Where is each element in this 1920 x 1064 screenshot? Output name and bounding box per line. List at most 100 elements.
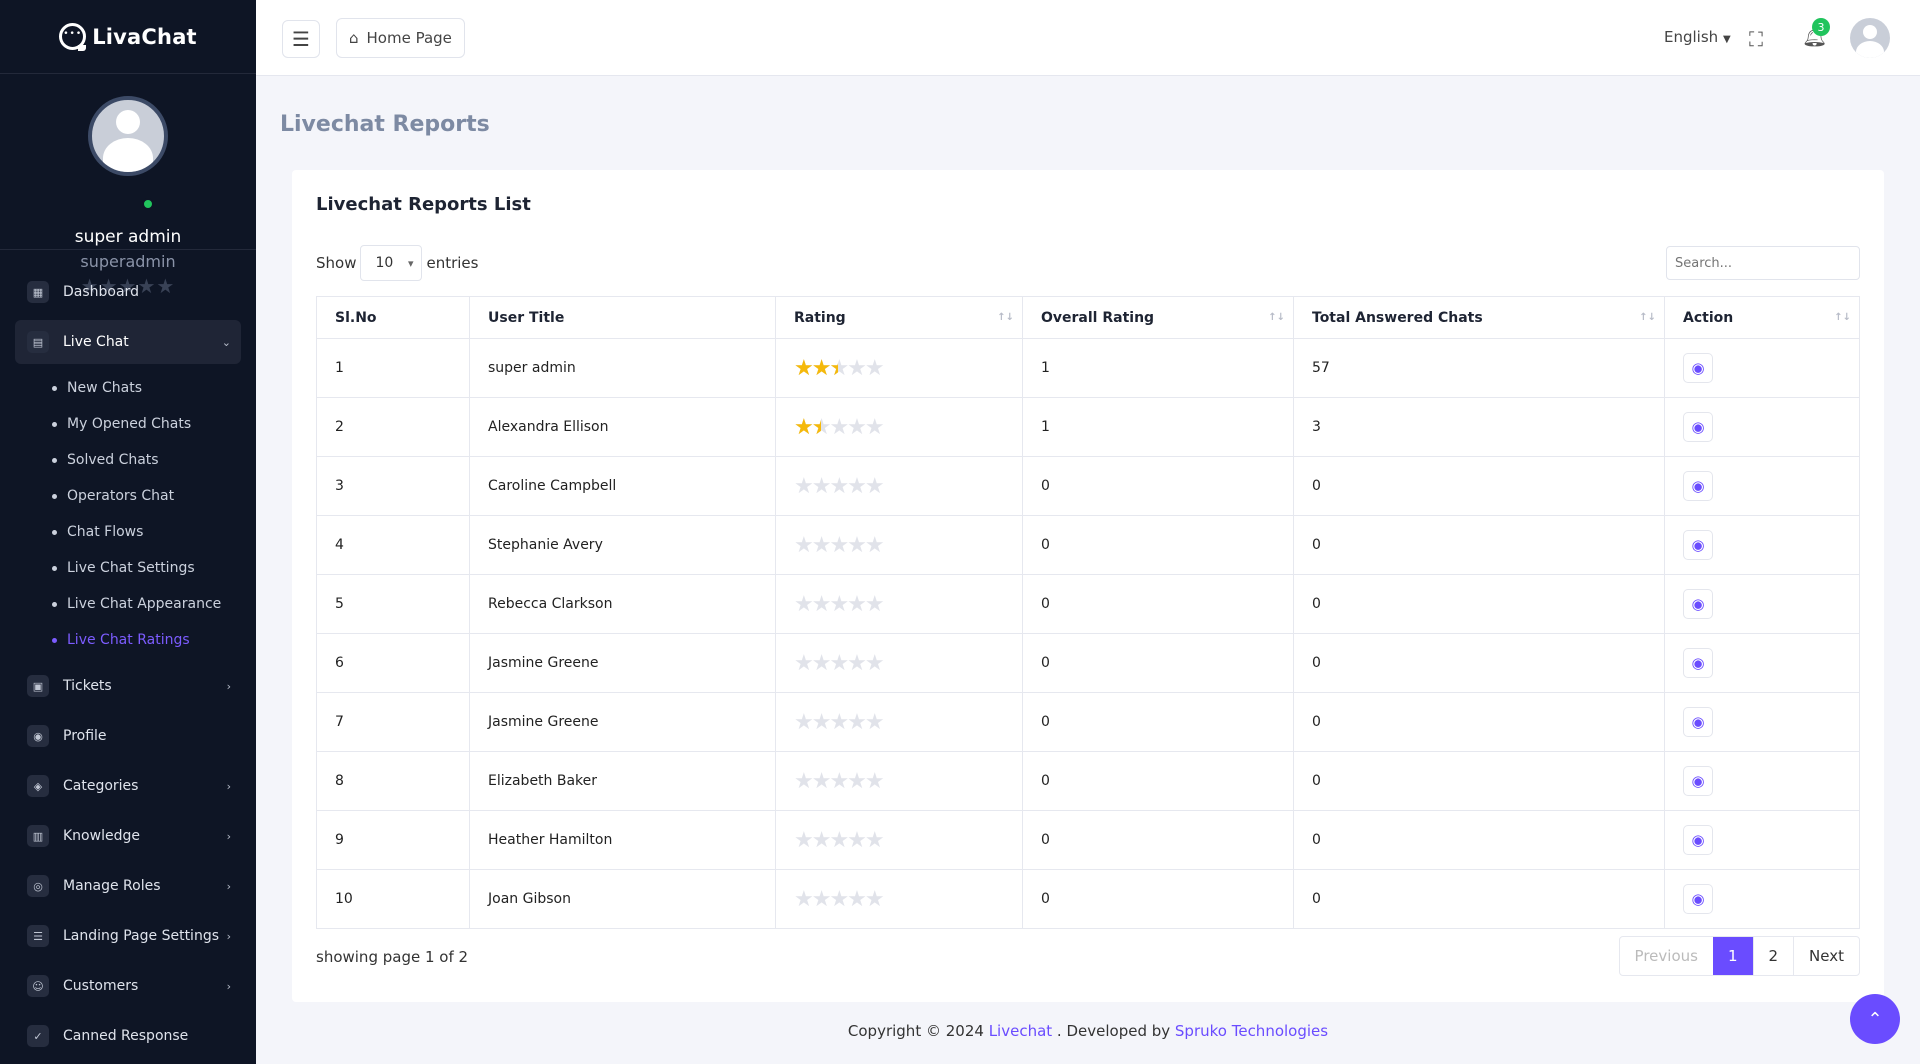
home-page-label: Home Page [366, 29, 452, 47]
sidebar-item-label: Profile [63, 728, 107, 744]
home-page-button[interactable]: ⌂ Home Page [336, 18, 465, 58]
hamburger-menu-button[interactable]: ☰ [282, 20, 320, 58]
view-eye-icon[interactable]: ◉ [1683, 530, 1713, 560]
view-eye-icon[interactable]: ◉ [1683, 884, 1713, 914]
rating-stars: ★★★★★★★★★★ [794, 473, 885, 499]
chevron-right-icon: › [226, 779, 231, 793]
chevron-right-icon: › [226, 679, 231, 693]
view-eye-icon[interactable]: ◉ [1683, 471, 1713, 501]
cell-action: ◉ [1664, 515, 1860, 575]
canned-icon: ✓ [27, 1025, 49, 1047]
submenu-item-live-chat-settings[interactable]: Live Chat Settings [52, 550, 256, 586]
cell-total-answered-chats: 0 [1293, 692, 1665, 752]
submenu-label: Live Chat Appearance [67, 596, 222, 612]
brand-logo[interactable]: ••• LivaChat [0, 0, 256, 74]
language-dropdown[interactable]: English ▼ [1664, 28, 1731, 46]
cell-total-answered-chats: 0 [1293, 633, 1665, 693]
column-header-overall-rating[interactable]: Overall Rating ↑↓ [1022, 296, 1294, 339]
cell-rating: ★★★★★★★★★★ [775, 338, 1023, 398]
live-chat-submenu: New Chats My Opened Chats Solved Chats O… [0, 370, 256, 658]
submenu-item-my-opened-chats[interactable]: My Opened Chats [52, 406, 256, 442]
submenu-item-chat-flows[interactable]: Chat Flows [52, 514, 256, 550]
cell-action: ◉ [1664, 751, 1860, 811]
sidebar-item-manage-roles[interactable]: ◎ Manage Roles › [15, 864, 241, 908]
cell-slno: 8 [316, 751, 470, 811]
submenu-item-solved-chats[interactable]: Solved Chats [52, 442, 256, 478]
submenu-label: Solved Chats [67, 452, 159, 468]
entries-select[interactable]: 10 [360, 245, 423, 281]
cell-overall-rating: 0 [1022, 633, 1294, 693]
user-avatar[interactable] [1850, 18, 1890, 58]
column-header-rating[interactable]: Rating ↑↓ [775, 296, 1023, 339]
sort-icon: ↑↓ [997, 312, 1014, 323]
cell-user-title: Joan Gibson [469, 869, 776, 929]
sidebar-item-dashboard[interactable]: ▦ Dashboard [15, 270, 241, 314]
sidebar-item-label: Tickets [63, 678, 112, 694]
view-eye-icon[interactable]: ◉ [1683, 353, 1713, 383]
column-header-user-title[interactable]: User Title [469, 296, 776, 339]
view-eye-icon[interactable]: ◉ [1683, 648, 1713, 678]
top-header: ☰ ⌂ Home Page English ▼ ⛶ 🔔︎ 3 [256, 0, 1920, 76]
pagination-page-2[interactable]: 2 [1752, 937, 1794, 975]
view-eye-icon[interactable]: ◉ [1683, 825, 1713, 855]
fullscreen-icon[interactable]: ⛶ [1749, 27, 1763, 51]
cell-user-title: Stephanie Avery [469, 515, 776, 575]
sidebar-item-live-chat[interactable]: ▤ Live Chat ⌄ [15, 320, 241, 364]
cell-user-title: super admin [469, 338, 776, 398]
scroll-to-top-button[interactable]: ⌃ [1850, 994, 1900, 1044]
sidebar-item-profile[interactable]: ◉ Profile [15, 714, 241, 758]
sidebar-item-canned-response[interactable]: ✓ Canned Response [15, 1014, 241, 1058]
sidebar-nav: ▦ Dashboard ▤ Live Chat ⌄ New Chats My Open… [0, 270, 256, 1064]
submenu-item-live-chat-ratings[interactable]: Live Chat Ratings [52, 622, 256, 658]
cell-slno: 6 [316, 633, 470, 693]
cell-rating: ★★★★★★★★★★ [775, 633, 1023, 693]
customers-icon: ☺ [27, 975, 49, 997]
cell-total-answered-chats: 0 [1293, 869, 1665, 929]
cell-overall-rating: 0 [1022, 869, 1294, 929]
search-input[interactable] [1666, 246, 1860, 280]
chevron-right-icon: › [226, 979, 231, 993]
rating-stars: ★★★★★★★★★★ [794, 886, 885, 912]
sidebar-item-landing-page-settings[interactable]: ☰ Landing Page Settings › [15, 914, 241, 958]
submenu-item-operators-chat[interactable]: Operators Chat [52, 478, 256, 514]
cell-rating: ★★★★★★★★★★ [775, 869, 1023, 929]
view-eye-icon[interactable]: ◉ [1683, 589, 1713, 619]
cell-overall-rating: 0 [1022, 810, 1294, 870]
cell-overall-rating: 0 [1022, 515, 1294, 575]
cell-user-title: Elizabeth Baker [469, 751, 776, 811]
view-eye-icon[interactable]: ◉ [1683, 412, 1713, 442]
header-label: Rating [794, 309, 846, 326]
submenu-item-new-chats[interactable]: New Chats [52, 370, 256, 406]
cell-slno: 7 [316, 692, 470, 752]
pagination-next-button[interactable]: Next [1793, 937, 1859, 975]
column-header-total-answered-chats[interactable]: Total Answered Chats ↑↓ [1293, 296, 1665, 339]
cell-overall-rating: 0 [1022, 692, 1294, 752]
cell-total-answered-chats: 3 [1293, 397, 1665, 457]
sidebar-item-knowledge[interactable]: ▥ Knowledge › [15, 814, 241, 858]
sort-icon: ↑↓ [1268, 312, 1285, 323]
column-header-action[interactable]: Action ↑↓ [1664, 296, 1860, 339]
chevron-right-icon: › [226, 879, 231, 893]
submenu-label: Live Chat Settings [67, 560, 195, 576]
view-eye-icon[interactable]: ◉ [1683, 707, 1713, 737]
rating-stars: ★★★★★★★★★★ [794, 768, 885, 794]
footer-company-link[interactable]: Spruko Technologies [1174, 1022, 1329, 1040]
sidebar-item-customers[interactable]: ☺ Customers › [15, 964, 241, 1008]
pagination-page-1[interactable]: 1 [1712, 937, 1753, 975]
sidebar-item-tickets[interactable]: ▣ Tickets › [15, 664, 241, 708]
cell-total-answered-chats: 0 [1293, 456, 1665, 516]
view-eye-icon[interactable]: ◉ [1683, 766, 1713, 796]
entries-label: entries [426, 254, 479, 272]
footer-brand-link[interactable]: Livechat [988, 1022, 1053, 1040]
pagination: Previous 1 2 Next [1618, 936, 1860, 976]
cell-slno: 10 [316, 869, 470, 929]
column-header-slno[interactable]: Sl.No [316, 296, 470, 339]
pagination-previous-button[interactable]: Previous [1634, 947, 1698, 965]
sidebar-item-categories[interactable]: ◈ Categories › [15, 764, 241, 808]
cell-slno: 2 [316, 397, 470, 457]
submenu-item-live-chat-appearance[interactable]: Live Chat Appearance [52, 586, 256, 622]
